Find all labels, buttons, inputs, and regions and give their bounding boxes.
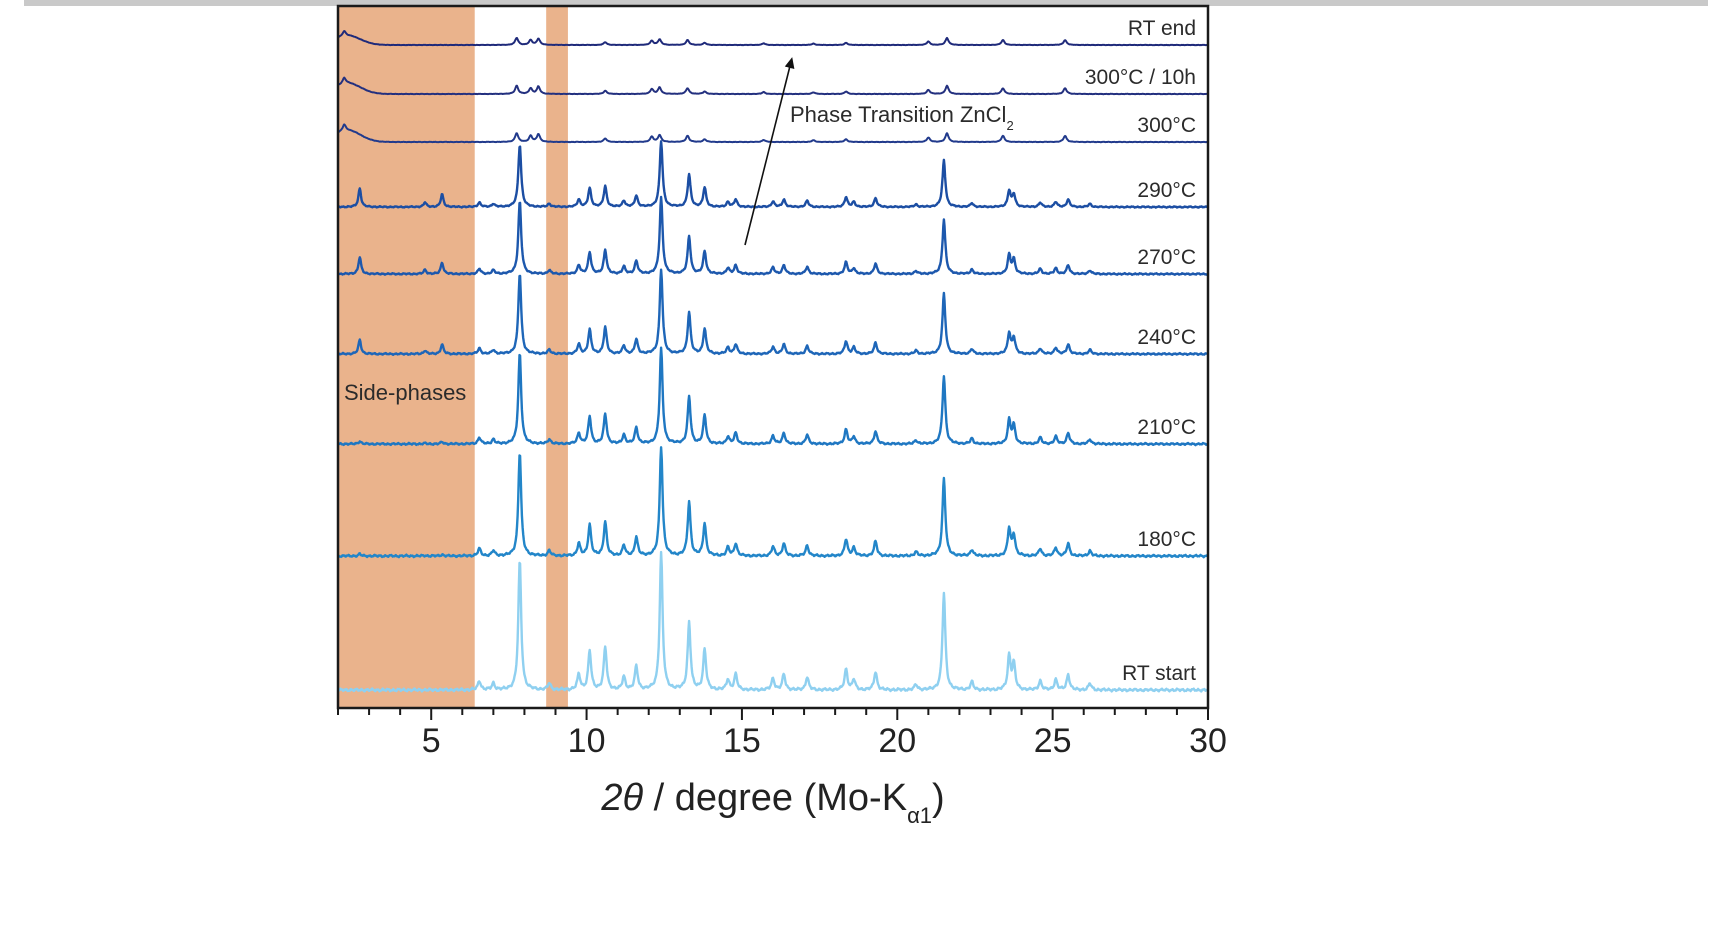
top-divider (24, 0, 1708, 6)
x-axis-title-mid: / degree (Mo-K (643, 777, 907, 819)
trace-labels: RT end 300°C / 10h 300°C 290°C 270°C 240°C 210… (1085, 17, 1196, 685)
x-tick-label: 10 (568, 722, 606, 760)
trace-label: 300°C / 10h (1085, 66, 1196, 89)
trace-label: 180°C (1137, 528, 1196, 551)
x-ticks: 5 10 15 20 25 30 (337, 708, 1227, 760)
trace-300-c (337, 123, 1209, 144)
trace-270-c (337, 195, 1209, 276)
trace-210-c (337, 346, 1209, 447)
trace-300-c-10h (337, 76, 1209, 96)
x-tick-label: 5 (422, 722, 441, 760)
trace-label: 270°C (1137, 246, 1196, 269)
phase-transition-label: Phase Transition ZnCl2 (790, 102, 1014, 133)
x-axis-title-end: ) (932, 777, 945, 819)
trace-label: 240°C (1137, 326, 1196, 349)
shaded-regions (338, 6, 568, 708)
x-axis-title-theta: 2θ (600, 777, 643, 819)
axes: 5 10 15 20 25 30 (336, 4, 1227, 760)
phase-transition-arrow (744, 57, 795, 246)
x-tick-label: 20 (878, 722, 916, 760)
trace-rt-end (337, 30, 1209, 47)
x-axis-title-sub: α1 (907, 803, 932, 828)
annotations: Side-phases Phase Transition ZnCl2 (344, 57, 1014, 405)
trace-180-c (337, 446, 1209, 559)
x-tick-label: 15 (723, 722, 761, 760)
phase-transition-text: Phase Transition ZnCl (790, 102, 1006, 127)
shaded-region-1 (338, 6, 475, 708)
x-axis-title: 2θ / degree (Mo-Kα1) (600, 777, 944, 828)
x-tick-label: 25 (1034, 722, 1072, 760)
trace-label: 290°C (1137, 179, 1196, 202)
shaded-region-2 (546, 6, 568, 708)
trace-label: 300°C (1137, 114, 1196, 137)
side-phases-label: Side-phases (344, 380, 466, 405)
trace-label: 210°C (1137, 416, 1196, 439)
traces (337, 30, 1209, 693)
trace-label: RT end (1128, 17, 1196, 40)
trace-240-c (337, 268, 1209, 356)
trace-label: RT start (1122, 662, 1196, 685)
trace-rt-start (337, 550, 1209, 693)
trace-290-c (337, 140, 1209, 209)
x-tick-label: 30 (1189, 722, 1227, 760)
phase-transition-subscript: 2 (1006, 118, 1013, 133)
